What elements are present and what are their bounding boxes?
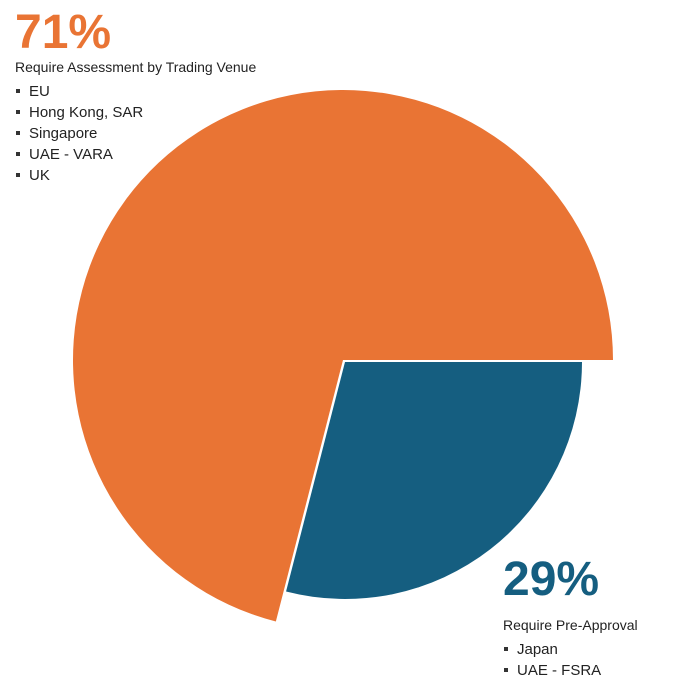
list-item: UAE - VARA [29,146,113,163]
pie-slice [286,362,582,599]
bullet [16,173,20,177]
list-item: Singapore [29,125,97,142]
category-label: Require Pre-Approval [503,617,638,633]
pie-slice [72,89,614,622]
list-item: UK [29,167,50,184]
bullet [16,89,20,93]
list-item: UAE - FSRA [517,662,601,679]
bullet [504,668,508,672]
list-item: Japan [517,641,558,658]
bullet [504,647,508,651]
bullet [16,110,20,114]
value-label: 71% [15,6,111,59]
list-item: Hong Kong, SAR [29,104,143,121]
bullet [16,131,20,135]
value-label: 29% [503,553,599,606]
list-item: EU [29,83,50,100]
category-label: Require Assessment by Trading Venue [15,59,256,75]
bullet [16,152,20,156]
